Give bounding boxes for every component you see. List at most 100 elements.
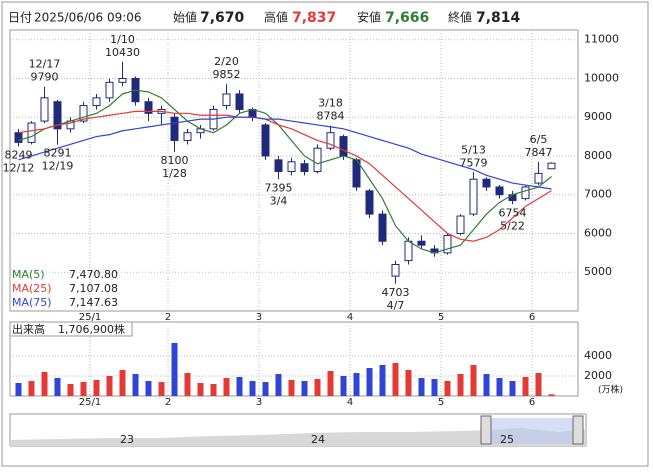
annotation-value: 7395 <box>265 181 293 194</box>
volume-bar <box>431 379 438 396</box>
datetime: 2025/06/06 09:06 <box>34 11 142 25</box>
annotation-value: 7847 <box>525 146 553 159</box>
annotation-date: 3/18 <box>318 97 343 110</box>
price-panel <box>9 29 579 312</box>
annotation-date: 5/13 <box>461 143 486 156</box>
x-tick-label: 4 <box>347 312 353 323</box>
candle-body <box>105 81 114 99</box>
navigator-area <box>10 428 586 446</box>
annotation-value: 8784 <box>317 110 345 123</box>
x-tick-label: 6 <box>529 397 535 408</box>
volume-bar <box>28 381 35 396</box>
date-label: 日付 <box>8 11 32 25</box>
header: 日付 2025/06/06 09:06 始値 7,670 高値 7,837 安値… <box>8 10 521 27</box>
candle-body <box>183 132 192 141</box>
x-tick-label: 2 <box>165 312 171 323</box>
candle-body <box>534 172 543 184</box>
navigator-label: 23 <box>120 433 134 446</box>
field-value: 7,666 <box>385 10 429 26</box>
candle-body <box>404 240 413 262</box>
annotation-date: 2/20 <box>214 55 239 68</box>
legend-label: MA(25) <box>12 282 52 295</box>
candle-body <box>417 240 426 246</box>
volume-unit: (万株) <box>598 384 623 396</box>
x-tick-label: 4 <box>347 397 353 408</box>
volume-bar <box>353 373 360 396</box>
annotation-date: 12/17 <box>29 58 61 71</box>
volume-bar <box>509 381 516 396</box>
volume-subtitle: 1,706,900株 <box>58 322 125 336</box>
candle-body <box>287 161 296 172</box>
annotation-value: 8100 <box>161 154 189 167</box>
annotation-date: 5/22 <box>500 219 525 232</box>
candle-body <box>14 132 23 143</box>
candle-body <box>339 136 348 157</box>
candle-body <box>79 105 88 122</box>
ma-line <box>18 116 552 190</box>
x-tick-label: 5 <box>438 312 444 323</box>
navigator-label: 25 <box>500 433 514 446</box>
annotation-value: 10430 <box>105 46 140 59</box>
volume-bar <box>457 374 464 396</box>
candle-body <box>235 93 244 110</box>
volume-bar <box>262 382 269 396</box>
field-value: 7,814 <box>476 10 521 26</box>
candle-body <box>261 124 270 157</box>
annotation-value: 8249 <box>5 148 33 161</box>
annotation-date: 6/5 <box>530 133 548 146</box>
y-tick-label: 2000 <box>584 369 612 382</box>
volume-bar <box>418 378 425 396</box>
x-tick-label: 5 <box>438 397 444 408</box>
volume-bar <box>197 383 204 396</box>
volume-bar <box>379 365 386 396</box>
legend-label: MA(5) <box>12 268 45 281</box>
candle-body <box>222 93 231 107</box>
candle-body <box>27 122 36 143</box>
annotation-date: 3/4 <box>270 194 288 207</box>
candle-body <box>53 101 62 130</box>
x-tick-label: 2 <box>165 397 171 408</box>
volume-bar <box>145 381 152 396</box>
y-tick-label: 10000 <box>584 71 619 84</box>
candle-body <box>92 97 101 107</box>
ma-line <box>18 89 552 254</box>
y-tick-label: 4000 <box>584 349 612 362</box>
candle-body <box>482 178 491 188</box>
candle-body <box>144 101 153 114</box>
legend-value: 7,470.80 <box>69 268 118 281</box>
navigator-handle[interactable] <box>480 415 492 445</box>
candle-body <box>378 213 387 242</box>
volume-bar <box>106 376 113 396</box>
field-value: 7,670 <box>200 10 245 26</box>
x-tick-label: 25/1 <box>79 312 101 323</box>
annotation-value: 8291 <box>44 147 72 160</box>
volume-bar <box>236 377 243 396</box>
candle-body <box>118 77 127 83</box>
y-tick-label: 6000 <box>584 226 612 239</box>
x-tick-label: 3 <box>256 312 262 323</box>
volume-title: 出来高 <box>12 322 45 336</box>
candle-body <box>443 234 452 254</box>
navigator-handle[interactable] <box>572 415 584 445</box>
candle-body <box>300 163 309 172</box>
volume-bar <box>210 384 217 396</box>
x-tick-label: 6 <box>529 312 535 323</box>
annotation-date: 1/28 <box>162 167 187 180</box>
volume-bar <box>327 371 334 396</box>
field-label: 安値 <box>357 10 381 25</box>
volume-bar <box>54 378 61 396</box>
candle-body <box>313 147 322 172</box>
field-label: 終値 <box>448 10 472 25</box>
volume-label-box <box>9 321 133 337</box>
volume-bar <box>301 381 308 396</box>
y-tick-label: 9000 <box>584 110 612 123</box>
legend-value: 7,147.63 <box>69 296 118 309</box>
annotation-date: 12/12 <box>3 161 35 174</box>
candle-body <box>456 215 465 234</box>
candle-body <box>469 178 478 215</box>
y-tick-label: 5000 <box>584 265 612 278</box>
field-label: 始値 <box>173 10 197 25</box>
annotation-value: 9790 <box>31 71 59 84</box>
volume-bar <box>548 394 555 396</box>
navigator-window[interactable] <box>486 418 576 444</box>
